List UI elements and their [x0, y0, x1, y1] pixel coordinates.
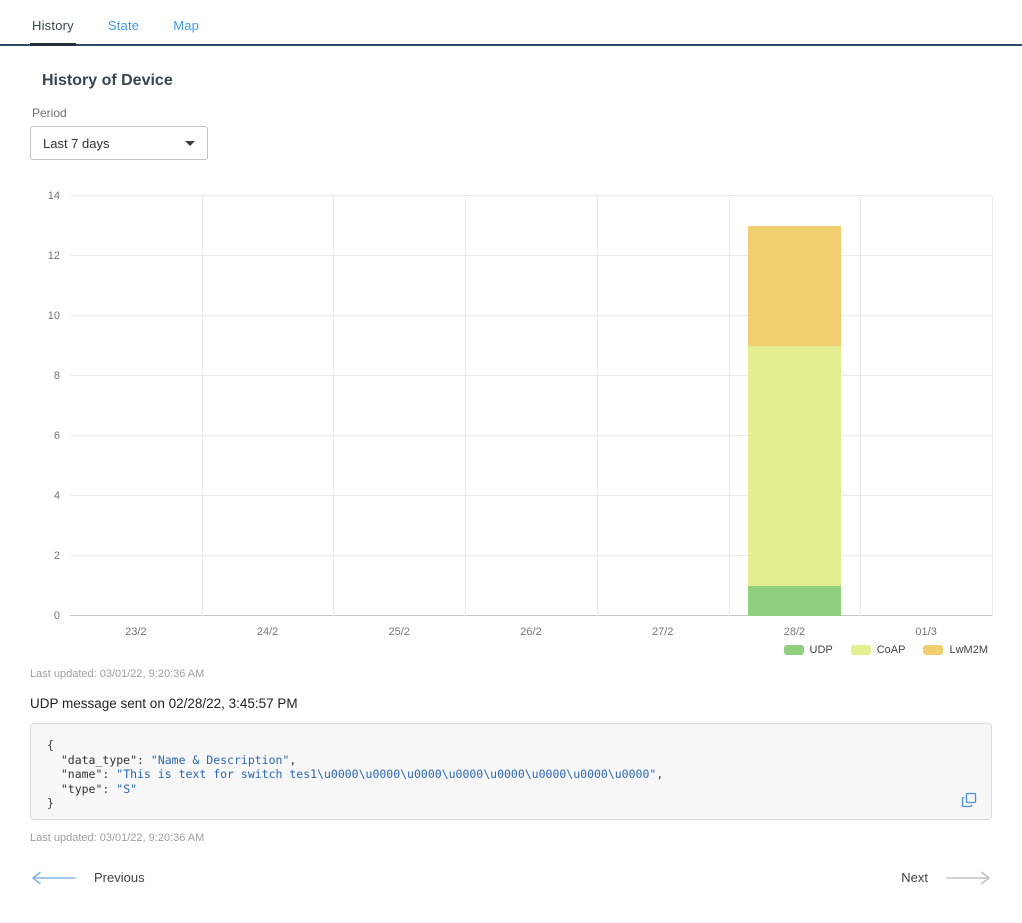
y-tick-label: 2 [53, 550, 60, 562]
chart-bar-segment[interactable] [748, 346, 841, 586]
chevron-down-icon [185, 140, 195, 146]
gridline-horizontal [70, 435, 992, 436]
code-line: "data_type": "Name & Description", [47, 753, 975, 768]
code-token: : [102, 781, 117, 796]
gridline-vertical [201, 196, 203, 616]
legend-swatch [850, 645, 871, 655]
gridline-horizontal [70, 495, 992, 496]
code-token [47, 767, 61, 781]
gridline-vertical [333, 196, 335, 616]
y-tick-label: 6 [53, 430, 60, 442]
gridline-horizontal [70, 555, 992, 556]
chart-plot [70, 195, 993, 616]
pagination: Previous Next [30, 858, 992, 898]
x-tick-label: 23/2 [125, 626, 147, 638]
next-label: Next [901, 870, 928, 885]
message-title: UDP message sent on 02/28/22, 3:45:57 PM [30, 696, 298, 711]
code-content: { "data_type": "Name & Description", "na… [47, 738, 975, 811]
code-token [47, 753, 61, 767]
x-tick-label: 27/2 [651, 626, 674, 638]
gridline-vertical [596, 196, 598, 616]
code-token: , [289, 752, 297, 767]
code-line: { [47, 738, 975, 753]
code-token: : [137, 752, 151, 767]
code-token: "data_type" [60, 752, 138, 767]
legend-item[interactable]: CoAP [850, 644, 906, 656]
period-label: Period [32, 106, 67, 120]
arrow-left-icon [32, 871, 76, 884]
legend-label: UDP [809, 644, 833, 656]
chart-bar[interactable] [748, 196, 841, 616]
arrow-right-icon [946, 871, 990, 884]
code-token: "This is text for switch tes1\u0000\u000… [116, 767, 657, 781]
next-button[interactable]: Next [901, 870, 992, 886]
chart-last-updated: Last updated: 03/01/22, 9:20:36 AM [30, 668, 205, 680]
legend-item[interactable]: LwM2M [923, 644, 988, 656]
code-token: } [47, 796, 54, 810]
gridline-horizontal [70, 615, 992, 616]
tab-history[interactable]: History [30, 14, 76, 46]
period-select-value: Last 7 days [43, 135, 110, 151]
code-token: "type" [60, 781, 103, 796]
x-tick-label: 01/3 [915, 626, 937, 638]
gridline-horizontal [70, 375, 992, 376]
code-token: "Name & Description" [150, 752, 290, 767]
chart-bar-segment[interactable] [748, 586, 841, 616]
legend-label: LwM2M [949, 644, 988, 656]
copy-button[interactable] [959, 790, 979, 813]
gridline-vertical [992, 196, 993, 616]
chart-legend: UDP CoAP LwM2M [30, 644, 992, 656]
y-tick-label: 4 [53, 490, 60, 502]
code-line: "name": "This is text for switch tes1\u0… [47, 767, 975, 782]
x-tick-label: 28/2 [783, 626, 806, 638]
chart-bar-segment[interactable] [748, 226, 841, 346]
page-title: History of Device [42, 72, 173, 89]
period-select[interactable]: Last 7 days [30, 126, 208, 160]
history-chart: 0 2 4 6 8 10 12 14 23/2 24/2 25/2 26/2 27/2 28/2 01/3… [30, 190, 993, 656]
legend-swatch [783, 645, 804, 655]
legend-swatch [923, 645, 944, 655]
code-token: { [47, 738, 54, 752]
previous-button[interactable]: Previous [30, 870, 145, 886]
y-tick-label: 10 [47, 310, 60, 322]
chart-x-axis: 23/2 24/2 25/2 26/2 27/2 28/2 01/3 [70, 616, 992, 642]
code-token [47, 782, 61, 796]
gridline-vertical [728, 196, 730, 616]
legend-item[interactable]: UDP [783, 644, 833, 656]
x-tick-label: 26/2 [520, 626, 542, 638]
message-last-updated: Last updated: 03/01/22, 9:20:36 AM [30, 831, 205, 844]
gridline-vertical [465, 196, 467, 616]
x-tick-label: 24/2 [256, 626, 279, 638]
tab-state[interactable]: State [107, 18, 140, 33]
y-tick-label: 12 [47, 250, 60, 262]
code-token: , [656, 767, 664, 781]
legend-label: CoAP [876, 644, 906, 656]
code-token: "S" [116, 781, 138, 796]
y-tick-label: 14 [47, 190, 60, 202]
chart-y-axis: 0 2 4 6 8 10 12 14 [30, 190, 70, 622]
json-viewer: { "data_type": "Name & Description", "na… [30, 723, 992, 820]
previous-label: Previous [94, 870, 145, 885]
y-tick-label: 8 [53, 370, 60, 382]
gridline-horizontal [70, 255, 992, 256]
code-token: : [102, 767, 117, 781]
tab-bar: History State Map [0, 0, 1022, 46]
gridline-vertical [860, 196, 862, 616]
x-tick-label: 25/2 [388, 626, 410, 638]
gridline-horizontal [70, 195, 992, 196]
y-tick-label: 0 [53, 610, 60, 622]
copy-icon [961, 792, 977, 807]
tab-map[interactable]: Map [173, 18, 200, 33]
gridline-horizontal [70, 315, 992, 316]
code-token: "name" [60, 767, 103, 781]
code-line: } [47, 796, 975, 811]
code-line: "type": "S" [47, 782, 975, 797]
